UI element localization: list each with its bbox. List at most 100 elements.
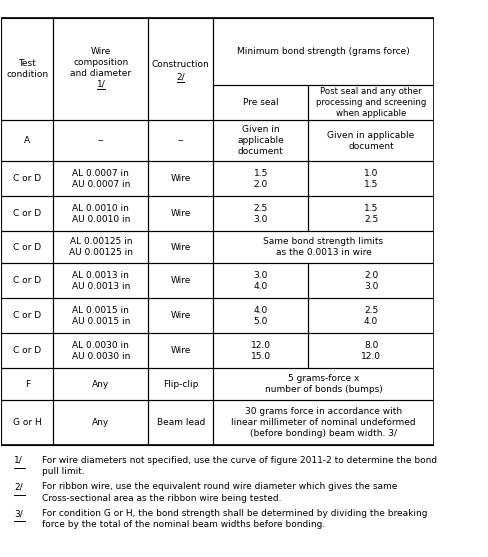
Text: 3.0
4.0: 3.0 4.0 <box>254 271 268 291</box>
Text: For ribbon wire, use the equivalent round wire diameter which gives the same
Cro: For ribbon wire, use the equivalent roun… <box>42 482 398 502</box>
Bar <box>308 197 434 231</box>
Bar <box>213 368 434 400</box>
Text: C or D: C or D <box>13 311 41 320</box>
Bar <box>308 162 434 197</box>
Bar <box>53 298 148 333</box>
Bar <box>213 18 434 85</box>
Text: 1/: 1/ <box>97 80 105 89</box>
Text: Test
condition: Test condition <box>6 59 48 79</box>
Bar <box>308 298 434 333</box>
Text: 2.0
3.0: 2.0 3.0 <box>364 271 378 291</box>
Bar <box>213 263 308 298</box>
Text: For wire diameters not specified, use the curve of figure 2011-2 to determine th: For wire diameters not specified, use th… <box>42 456 438 476</box>
Bar <box>53 197 148 231</box>
Text: AL 0.0030 in
AU 0.0030 in: AL 0.0030 in AU 0.0030 in <box>72 341 130 361</box>
Text: 5 grams-force x
number of bonds (bumps): 5 grams-force x number of bonds (bumps) <box>264 374 383 394</box>
Bar <box>1 263 53 298</box>
Bar <box>53 400 148 445</box>
Bar <box>213 400 434 445</box>
Text: AL 0.0007 in
AU 0.0007 in: AL 0.0007 in AU 0.0007 in <box>72 169 130 189</box>
Text: Any: Any <box>92 418 109 427</box>
Text: Wire: Wire <box>171 276 191 285</box>
Bar <box>148 298 213 333</box>
Bar <box>213 85 308 120</box>
Text: C or D: C or D <box>13 243 41 252</box>
Text: 4.0
5.0: 4.0 5.0 <box>254 306 268 326</box>
Text: --: -- <box>98 136 104 145</box>
Bar <box>1 333 53 368</box>
Bar <box>53 368 148 400</box>
Text: C or D: C or D <box>13 346 41 355</box>
Text: Beam lead: Beam lead <box>157 418 205 427</box>
Bar <box>53 263 148 298</box>
Text: 3/: 3/ <box>14 509 23 518</box>
Bar <box>308 333 434 368</box>
Bar <box>308 263 434 298</box>
Text: AL 0.0010 in
AU 0.0010 in: AL 0.0010 in AU 0.0010 in <box>72 204 130 224</box>
Bar <box>53 120 148 162</box>
Bar <box>213 231 434 263</box>
Bar <box>1 120 53 162</box>
Bar <box>1 18 53 120</box>
Bar <box>213 298 308 333</box>
Text: F: F <box>25 380 30 389</box>
Bar <box>213 120 308 162</box>
Text: G or H: G or H <box>13 418 41 427</box>
Text: 8.0
12.0: 8.0 12.0 <box>361 341 381 361</box>
Text: 12.0
15.0: 12.0 15.0 <box>251 341 271 361</box>
Text: 1/: 1/ <box>14 456 23 465</box>
Bar <box>308 85 434 120</box>
Bar <box>148 162 213 197</box>
Bar <box>53 18 148 120</box>
Bar <box>1 197 53 231</box>
Text: Wire: Wire <box>171 174 191 183</box>
Text: C or D: C or D <box>13 209 41 218</box>
Text: Wire: Wire <box>171 311 191 320</box>
Text: C or D: C or D <box>13 174 41 183</box>
Text: Any: Any <box>92 380 109 389</box>
Bar <box>213 162 308 197</box>
Bar <box>148 231 213 263</box>
Text: 1.0
1.5: 1.0 1.5 <box>364 169 378 189</box>
Text: 2.5
3.0: 2.5 3.0 <box>254 204 268 224</box>
Text: 30 grams force in accordance with
linear millimeter of nominal undeformed
(befor: 30 grams force in accordance with linear… <box>231 407 416 438</box>
Text: Minimum bond strength (grams force): Minimum bond strength (grams force) <box>237 47 410 56</box>
Text: 1.5
2.0: 1.5 2.0 <box>254 169 268 189</box>
Bar <box>148 18 213 120</box>
Bar <box>213 333 308 368</box>
Text: AL 0.00125 in
AU 0.00125 in: AL 0.00125 in AU 0.00125 in <box>69 237 133 257</box>
Bar <box>148 263 213 298</box>
Text: Given in
applicable
document: Given in applicable document <box>238 125 284 156</box>
Text: --: -- <box>178 136 184 145</box>
Bar <box>1 400 53 445</box>
Bar <box>53 231 148 263</box>
Text: AL 0.0013 in
AU 0.0013 in: AL 0.0013 in AU 0.0013 in <box>72 271 130 291</box>
Bar <box>213 197 308 231</box>
Text: AL 0.0015 in
AU 0.0015 in: AL 0.0015 in AU 0.0015 in <box>72 306 130 326</box>
Bar <box>53 162 148 197</box>
Bar <box>1 18 434 445</box>
Bar <box>1 231 53 263</box>
Bar <box>148 368 213 400</box>
Text: 2/: 2/ <box>14 482 23 491</box>
Bar <box>1 368 53 400</box>
Text: Post seal and any other
processing and screening
when applicable: Post seal and any other processing and s… <box>316 87 426 118</box>
Text: Same bond strength limits
as the 0.0013 in wire: Same bond strength limits as the 0.0013 … <box>264 237 384 257</box>
Bar <box>53 333 148 368</box>
Bar <box>148 120 213 162</box>
Text: Flip-clip: Flip-clip <box>163 380 199 389</box>
Text: C or D: C or D <box>13 276 41 285</box>
Text: A: A <box>24 136 30 145</box>
Text: 2/: 2/ <box>177 73 185 82</box>
Text: Pre seal: Pre seal <box>243 98 279 107</box>
Text: Given in applicable
document: Given in applicable document <box>327 130 415 151</box>
Bar <box>308 120 434 162</box>
Text: Wire: Wire <box>171 346 191 355</box>
Bar <box>1 298 53 333</box>
Bar <box>148 333 213 368</box>
Text: 1.5
2.5: 1.5 2.5 <box>364 204 378 224</box>
Text: Construction: Construction <box>152 60 210 69</box>
Bar <box>1 162 53 197</box>
Text: Wire: Wire <box>171 209 191 218</box>
Text: Wire: Wire <box>171 243 191 252</box>
